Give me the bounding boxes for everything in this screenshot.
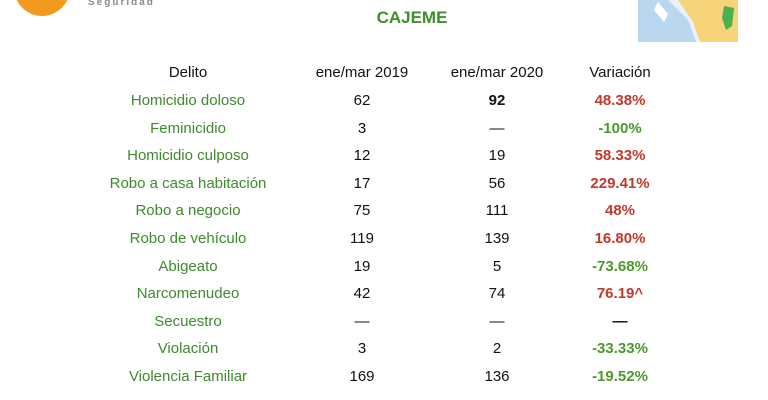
cell: 17 bbox=[353, 174, 371, 192]
crime-name: Secuestro bbox=[154, 312, 222, 330]
crime-name: Violencia Familiar bbox=[128, 368, 248, 385]
variation: 16.80% bbox=[594, 230, 646, 247]
crime-name: Violación bbox=[157, 340, 219, 358]
crime-name: Robo de vehículo bbox=[129, 230, 247, 247]
variation: 58.33% bbox=[594, 147, 646, 165]
variation: 229.41% bbox=[590, 174, 650, 192]
cell: 2 bbox=[492, 340, 502, 358]
variation: 48% bbox=[604, 202, 636, 220]
cell: 3 bbox=[357, 119, 367, 137]
crime-name: Narcomenudeo bbox=[136, 285, 240, 303]
cell: 19 bbox=[488, 147, 506, 165]
logo bbox=[16, 0, 68, 16]
map bbox=[638, 0, 738, 42]
column-header: Variación bbox=[589, 64, 651, 81]
variation: -100% bbox=[598, 119, 642, 137]
cell: — bbox=[489, 119, 505, 137]
cell: 92 bbox=[488, 92, 506, 109]
variation: 76.19^ bbox=[596, 285, 644, 303]
crime-name: Feminicidio bbox=[150, 119, 226, 137]
column-header: Delito bbox=[168, 64, 208, 81]
variation: 48.38% bbox=[594, 92, 646, 109]
crime-name: Robo a negocio bbox=[135, 202, 241, 220]
crime-name: Abigeato bbox=[158, 257, 218, 275]
cell: 19 bbox=[353, 257, 371, 275]
cell: 139 bbox=[484, 230, 510, 247]
cell: — bbox=[354, 312, 370, 330]
column-header: ene/mar 2020 bbox=[450, 64, 544, 81]
cell: 62 bbox=[353, 92, 371, 109]
variation: -73.68% bbox=[592, 257, 648, 275]
variation: -19.52% bbox=[592, 368, 648, 385]
crime-name: Homicidio culposo bbox=[127, 147, 249, 165]
cell: 56 bbox=[488, 174, 506, 192]
cell: 75 bbox=[353, 202, 371, 220]
cell: 169 bbox=[349, 368, 375, 385]
crime-name: Homicidio doloso bbox=[130, 92, 246, 109]
title: CAJEME bbox=[376, 8, 448, 27]
variation: — bbox=[612, 312, 628, 330]
cell: 12 bbox=[353, 147, 371, 165]
cell: 119 bbox=[350, 230, 374, 247]
cell: 3 bbox=[357, 340, 367, 358]
cell: 111 bbox=[485, 202, 509, 220]
cell: 42 bbox=[353, 285, 371, 303]
variation: -33.33% bbox=[592, 340, 648, 358]
cell: — bbox=[489, 312, 505, 330]
cell: 136 bbox=[484, 368, 510, 385]
crime-name: Robo a casa habitación bbox=[109, 174, 267, 192]
column-header: ene/mar 2019 bbox=[315, 64, 409, 81]
cell: 5 bbox=[492, 257, 502, 275]
cell: 74 bbox=[488, 285, 506, 303]
logo-text: Seguridad bbox=[88, 0, 155, 8]
